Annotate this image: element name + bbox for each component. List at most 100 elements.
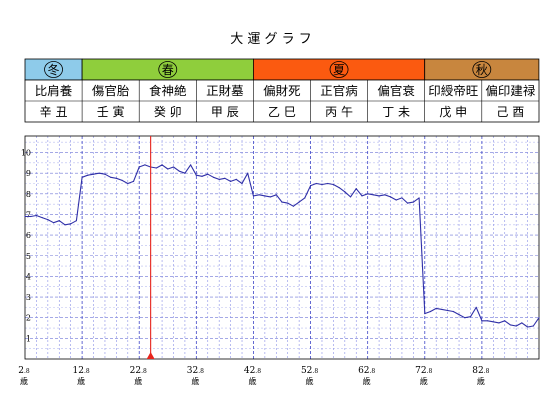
luck-data-point	[247, 172, 249, 174]
pillar-cell: 戊 申	[439, 105, 467, 119]
pillar-cell: 己 酉	[496, 105, 524, 119]
luck-data-point	[258, 194, 260, 196]
chart-title: 大 運 グ ラ フ	[230, 32, 312, 47]
x-tick-unit: 歳	[363, 376, 371, 386]
luck-data-point	[412, 201, 414, 203]
x-tick-label: 72.8	[415, 366, 432, 376]
luck-data-point	[104, 173, 106, 175]
luck-data-point	[190, 164, 192, 166]
luck-data-point	[441, 308, 443, 311]
luck-data-point	[424, 312, 426, 315]
y-tick-label: 2	[26, 314, 31, 323]
season-label: 冬	[48, 62, 60, 77]
luck-data-point	[338, 187, 340, 189]
x-tick-unit: 歳	[20, 376, 28, 386]
luck-data-point	[195, 174, 197, 176]
season-badge	[472, 61, 492, 78]
luck-data-point	[275, 194, 277, 196]
y-tick-label: 5	[26, 252, 31, 261]
luck-data-point	[429, 310, 432, 313]
luck-data-point	[321, 183, 323, 186]
luck-data-point	[24, 215, 26, 218]
luck-data-point	[332, 183, 334, 186]
luck-data-point	[224, 177, 226, 179]
x-tick-label: 22.8	[130, 366, 147, 376]
luck-data-point	[64, 224, 66, 226]
season-label: 夏	[333, 63, 345, 77]
luck-data-point	[75, 220, 77, 222]
luck-data-point	[121, 179, 123, 181]
x-tick-label: 12.8	[73, 366, 90, 376]
x-tick-label: 82.8	[472, 366, 489, 376]
star-cell: 印綬帝旺	[428, 83, 478, 98]
luck-data-point	[384, 194, 386, 196]
luck-data-point	[81, 176, 83, 178]
y-tick-label: 9	[26, 169, 31, 178]
luck-data-point	[138, 166, 140, 168]
x-tick-unit: 歳	[420, 376, 428, 386]
pillar-cell: 乙 巳	[268, 105, 296, 119]
luck-data-point	[178, 170, 180, 172]
luck-data-point	[30, 215, 32, 218]
luck-data-point	[464, 317, 466, 319]
season-badge	[44, 61, 63, 78]
season-label: 春	[162, 63, 174, 77]
x-tick-unit: 歳	[306, 376, 314, 386]
luck-data-point	[304, 197, 306, 199]
pillar-cell: 辛 丑	[40, 105, 68, 119]
luck-data-point	[47, 219, 49, 221]
y-tick-label: 10	[21, 149, 31, 158]
luck-data-point	[458, 314, 460, 316]
luck-data-point	[35, 214, 38, 217]
luck-data-point	[389, 196, 392, 198]
pillar-cell: 丙 午	[325, 105, 353, 119]
luck-data-point	[349, 196, 352, 198]
luck-data-point	[355, 188, 357, 190]
luck-data-point	[41, 216, 43, 219]
luck-data-point	[184, 172, 186, 174]
star-cell: 比肩養	[35, 83, 73, 98]
luck-data-point	[218, 178, 220, 180]
luck-data-point	[532, 325, 534, 327]
luck-data-point	[110, 176, 112, 178]
x-tick-unit: 歳	[248, 376, 256, 386]
pillar-cell: 癸 卯	[154, 105, 182, 119]
luck-data-point	[161, 164, 163, 166]
luck-data-point	[241, 182, 243, 185]
luck-data-point	[498, 322, 500, 324]
pillar-cell: 甲 辰	[211, 105, 239, 119]
luck-data-point	[509, 324, 512, 326]
luck-data-point	[372, 194, 374, 196]
luck-data-point	[481, 320, 483, 322]
x-tick-label: 42.8	[244, 366, 261, 376]
season-badge	[329, 61, 349, 78]
x-tick-label: 2.8	[18, 366, 30, 376]
luck-data-point	[452, 310, 454, 313]
luck-data-point	[418, 197, 420, 199]
y-tick-label: 6	[26, 231, 31, 240]
y-tick-label: 3	[26, 293, 31, 302]
luck-data-point	[281, 201, 283, 203]
x-tick-unit: 歳	[477, 376, 485, 386]
luck-data-point	[52, 222, 55, 224]
star-cell: 偏印建禄	[485, 83, 535, 98]
current-age-marker	[146, 352, 155, 359]
luck-data-point	[92, 173, 95, 175]
luck-data-point	[87, 174, 89, 176]
luck-data-point	[264, 195, 266, 197]
luck-data-point	[298, 201, 300, 203]
y-tick-label: 8	[26, 190, 31, 199]
luck-data-point	[378, 195, 380, 197]
luck-data-point	[367, 193, 369, 195]
luck-data-point	[407, 202, 409, 204]
luck-data-point	[207, 173, 209, 175]
y-tick-label: 4	[26, 272, 31, 281]
luck-data-point	[235, 178, 237, 180]
luck-data-point	[327, 182, 329, 185]
star-cell: 傷官胎	[92, 83, 130, 98]
star-cell: 食神絶	[149, 83, 187, 98]
luck-data-point	[115, 177, 117, 179]
star-cell: 正官病	[320, 83, 358, 98]
pillar-cell: 丁 未	[382, 105, 410, 119]
